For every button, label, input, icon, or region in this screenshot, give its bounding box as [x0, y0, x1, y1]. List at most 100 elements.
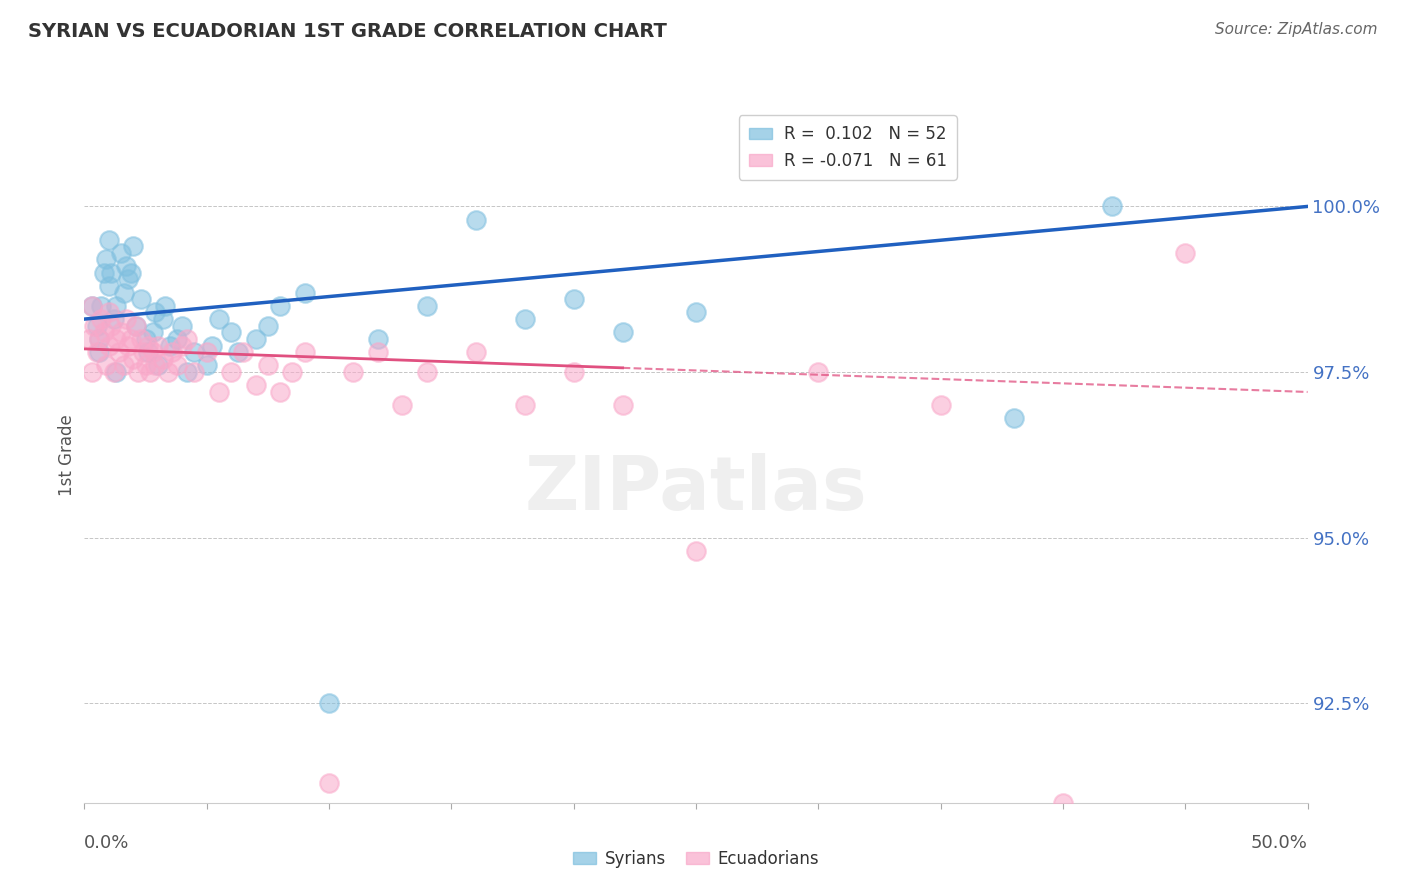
Point: [97, 233, 120, 247]
Point: [416, 299, 439, 313]
Point: [208, 312, 231, 326]
Point: [269, 384, 291, 399]
Point: [162, 345, 184, 359]
Point: [122, 239, 145, 253]
Point: [97, 305, 120, 319]
Point: [135, 332, 157, 346]
Point: [232, 345, 254, 359]
Point: [105, 299, 128, 313]
Point: [80, 299, 103, 313]
Point: [228, 345, 250, 359]
Point: [166, 359, 188, 373]
Point: [142, 345, 165, 359]
Point: [146, 359, 169, 373]
Point: [183, 345, 205, 359]
Point: [117, 338, 139, 352]
Point: [93, 326, 115, 340]
Point: [1002, 411, 1025, 425]
Point: [152, 312, 174, 326]
Point: [367, 332, 389, 346]
Point: [156, 365, 179, 379]
Point: [135, 359, 157, 373]
Text: 50.0%: 50.0%: [1251, 834, 1308, 852]
Point: [142, 326, 165, 340]
Point: [120, 332, 142, 346]
Point: [112, 359, 135, 373]
Point: [464, 345, 486, 359]
Point: [139, 365, 162, 379]
Point: [86, 318, 108, 333]
Point: [219, 365, 242, 379]
Point: [120, 266, 142, 280]
Point: [245, 332, 267, 346]
Point: [153, 299, 176, 313]
Point: [294, 345, 316, 359]
Point: [1174, 245, 1197, 260]
Point: [87, 345, 110, 359]
Point: [166, 332, 188, 346]
Point: [464, 212, 486, 227]
Point: [513, 398, 536, 412]
Point: [96, 252, 118, 267]
Point: [103, 312, 125, 326]
Point: [612, 326, 634, 340]
Point: [612, 398, 634, 412]
Point: [143, 359, 166, 373]
Point: [110, 245, 132, 260]
Point: [129, 292, 152, 306]
Point: [257, 359, 280, 373]
Point: [80, 365, 103, 379]
Y-axis label: 1st Grade: 1st Grade: [58, 414, 76, 496]
Point: [342, 365, 364, 379]
Point: [208, 384, 231, 399]
Point: [96, 359, 118, 373]
Point: [513, 312, 536, 326]
Point: [77, 332, 100, 346]
Point: [100, 266, 122, 280]
Point: [257, 318, 280, 333]
Point: [367, 345, 389, 359]
Point: [110, 326, 132, 340]
Point: [127, 365, 149, 379]
Point: [93, 266, 115, 280]
Point: [115, 312, 138, 326]
Point: [176, 332, 198, 346]
Point: [80, 299, 103, 313]
Point: [86, 345, 108, 359]
Point: [219, 326, 242, 340]
Point: [97, 279, 120, 293]
Point: [159, 338, 181, 352]
Point: [183, 365, 205, 379]
Point: [294, 285, 316, 300]
Legend: Syrians, Ecuadorians: Syrians, Ecuadorians: [567, 843, 825, 874]
Point: [195, 359, 218, 373]
Point: [416, 365, 439, 379]
Point: [176, 365, 198, 379]
Point: [807, 365, 830, 379]
Point: [318, 776, 340, 790]
Point: [146, 338, 169, 352]
Point: [136, 338, 159, 352]
Point: [115, 259, 138, 273]
Point: [105, 332, 128, 346]
Point: [97, 338, 120, 352]
Point: [200, 338, 222, 352]
Point: [87, 332, 110, 346]
Point: [143, 305, 166, 319]
Point: [125, 318, 148, 333]
Point: [107, 345, 129, 359]
Text: 0.0%: 0.0%: [84, 834, 129, 852]
Point: [132, 345, 155, 359]
Point: [112, 285, 135, 300]
Point: [129, 332, 152, 346]
Point: [685, 544, 707, 558]
Point: [245, 378, 267, 392]
Point: [391, 398, 413, 412]
Point: [136, 345, 159, 359]
Point: [281, 365, 304, 379]
Point: [929, 398, 952, 412]
Point: [125, 318, 148, 333]
Point: [117, 272, 139, 286]
Point: [318, 697, 340, 711]
Text: ZIPatlas: ZIPatlas: [524, 453, 868, 526]
